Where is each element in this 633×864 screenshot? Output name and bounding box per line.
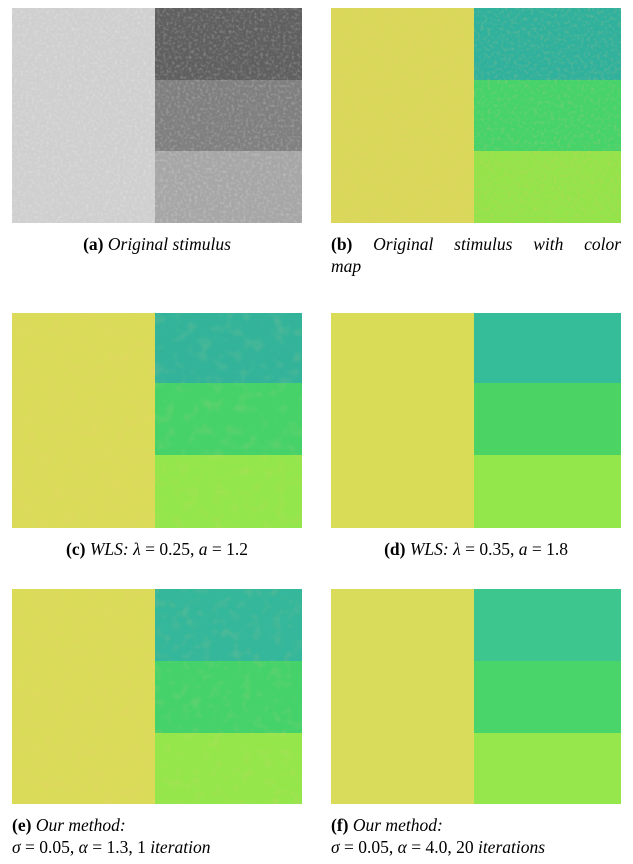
caption-text: Original stimulus <box>107 234 231 254</box>
caption-method: WLS: <box>409 539 449 559</box>
noise-overlay <box>12 589 302 804</box>
sigma-symbol: σ <box>331 837 340 857</box>
param1-value: 0.25 <box>159 539 190 559</box>
noise-overlay <box>331 8 621 223</box>
caption-a: (a) Original stimulus <box>12 233 302 255</box>
result-svg-c <box>12 313 302 528</box>
stimulus-image-a <box>12 8 302 223</box>
caption-e: (e) Our method: σ = 0.05, α = 1.3, 1 ite… <box>12 815 211 857</box>
param2-value: 1.8 <box>546 539 568 559</box>
param1-value: 0.35 <box>479 539 510 559</box>
result-svg-e <box>12 589 302 804</box>
param2-symbol: a <box>518 539 528 559</box>
result-image-e <box>12 589 302 804</box>
left-region <box>331 313 474 528</box>
figure-panel-c: (c) WLS: λ = 0.25, a = 1.2 <box>12 313 302 560</box>
stimulus-image-b <box>331 8 621 223</box>
result-svg-d <box>331 313 621 528</box>
caption-label: (b) <box>331 234 353 254</box>
alpha-value: 1.3 <box>106 837 129 857</box>
iteration-count: 20 <box>456 837 474 857</box>
sigma-value: 0.05 <box>39 837 70 857</box>
top-right-region <box>474 589 621 661</box>
iteration-count: 1 <box>137 837 146 857</box>
caption-text-line2: map <box>331 256 362 276</box>
iteration-word: iterations <box>477 837 546 857</box>
figure-panel-a: (a) Original stimulus <box>12 8 302 255</box>
caption-c: (c) WLS: λ = 0.25, a = 1.2 <box>66 539 248 559</box>
caption-f: (f) Our method: σ = 0.05, α = 4.0, 20 it… <box>331 815 546 857</box>
sigma-value: 0.05 <box>358 837 389 857</box>
caption-label: (c) <box>66 539 86 559</box>
alpha-symbol: α <box>78 837 88 857</box>
caption-label: (e) <box>12 815 32 835</box>
alpha-value: 4.0 <box>425 837 448 857</box>
middle-right-region <box>474 383 621 455</box>
bottom-right-region <box>474 455 621 528</box>
noise-overlay <box>12 8 302 223</box>
caption-label: (a) <box>83 234 104 254</box>
param2-symbol: a <box>198 539 208 559</box>
caption-text-line1: Original stimulus with color <box>373 234 622 254</box>
figure-panel-b: (b) Original stimulus with color map <box>331 8 621 277</box>
figure-panel-f: (f) Our method: σ = 0.05, α = 4.0, 20 it… <box>331 589 621 858</box>
top-right-region <box>474 313 621 383</box>
param1-symbol: λ <box>133 539 141 559</box>
param1-symbol: λ <box>453 539 461 559</box>
caption-method: Our method: <box>35 815 126 835</box>
result-image-d <box>331 313 621 528</box>
caption-method: WLS: <box>89 539 129 559</box>
sigma-symbol: σ <box>12 837 21 857</box>
result-svg-f <box>331 589 621 804</box>
stimulus-svg-a <box>12 8 302 223</box>
noise-overlay <box>12 313 302 528</box>
result-image-f <box>331 589 621 804</box>
figure-panel-d: (d) WLS: λ = 0.35, a = 1.8 <box>331 313 621 560</box>
iteration-word: iteration <box>150 837 211 857</box>
caption-label: (f) <box>331 815 349 835</box>
caption-d: (d) WLS: λ = 0.35, a = 1.8 <box>384 539 568 559</box>
middle-right-region <box>474 661 621 733</box>
bottom-right-region <box>474 733 621 804</box>
caption-label: (d) <box>384 539 406 559</box>
param2-value: 1.2 <box>226 539 248 559</box>
figure-panel-e: (e) Our method: σ = 0.05, α = 1.3, 1 ite… <box>12 589 302 858</box>
stimulus-svg-b <box>331 8 621 223</box>
left-region <box>331 589 474 804</box>
result-image-c <box>12 313 302 528</box>
caption-b: (b) Original stimulus with color map <box>331 233 621 277</box>
alpha-symbol: α <box>397 837 407 857</box>
caption-method: Our method: <box>352 815 443 835</box>
